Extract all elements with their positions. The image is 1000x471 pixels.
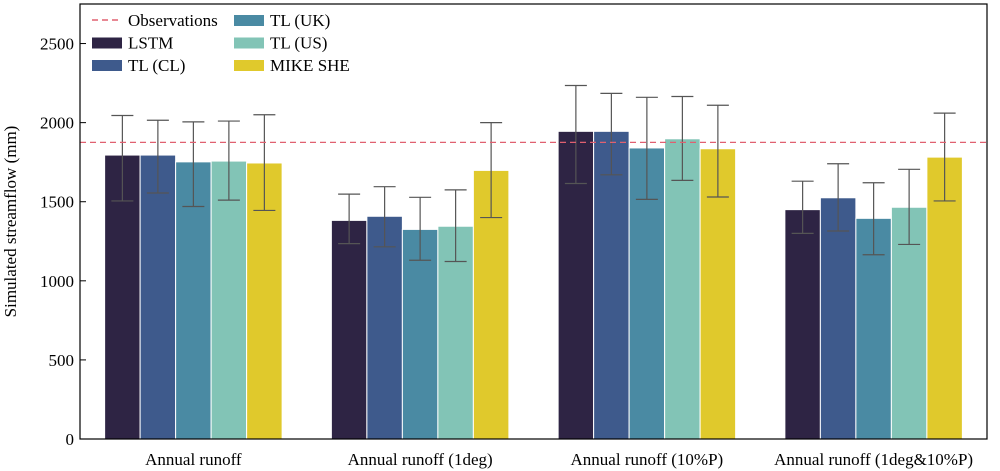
y-axis: 0 500 1000 1500 2000 2500: [40, 35, 86, 449]
y-tick-label: 1500: [40, 193, 74, 212]
bar: [664, 138, 701, 440]
bar: [819, 197, 857, 440]
plot-frame: [79, 3, 988, 440]
bar: [104, 154, 141, 440]
bars-layer: [104, 130, 963, 440]
bar: [784, 209, 821, 440]
legend-label: TL (US): [270, 34, 327, 53]
legend-label: TL (CL): [128, 56, 185, 75]
legend-label: MIKE SHE: [270, 56, 350, 75]
y-axis-label: Simulated streamflow (mm): [1, 126, 20, 318]
error-bars-layer: [111, 84, 956, 263]
bar: [366, 215, 403, 440]
bar: [593, 130, 630, 440]
bar: [139, 154, 177, 440]
legend-swatch: [234, 60, 264, 71]
legend-swatch: [234, 37, 264, 49]
legend-swatch: [234, 15, 264, 26]
legend-swatch: [92, 60, 122, 71]
x-tick-label: Annual runoff (10%P): [571, 450, 724, 469]
y-tick-label: 2500: [40, 35, 74, 54]
x-tick-label: Annual runoff (1deg&10%P): [774, 450, 973, 469]
y-tick-label: 1000: [40, 272, 74, 291]
y-tick-label: 500: [49, 351, 75, 370]
bar: [210, 160, 248, 440]
bar: [926, 156, 963, 440]
legend-label: Observations: [128, 11, 218, 30]
x-tick-label: Annual runoff: [145, 450, 242, 469]
bar: [330, 219, 368, 440]
x-axis: Annual runoff Annual runoff (1deg) Annual …: [145, 450, 973, 469]
legend-label: TL (UK): [270, 11, 330, 30]
y-tick-label: 0: [66, 430, 75, 449]
y-tick-label: 2000: [40, 114, 74, 133]
bar: [175, 161, 212, 440]
x-tick-label: Annual runoff (1deg): [348, 450, 493, 469]
legend: Observations LSTM TL (CL) TL (UK) TL (US) MIK…: [92, 11, 350, 75]
legend-swatch: [92, 37, 122, 49]
legend-label: LSTM: [128, 34, 173, 53]
